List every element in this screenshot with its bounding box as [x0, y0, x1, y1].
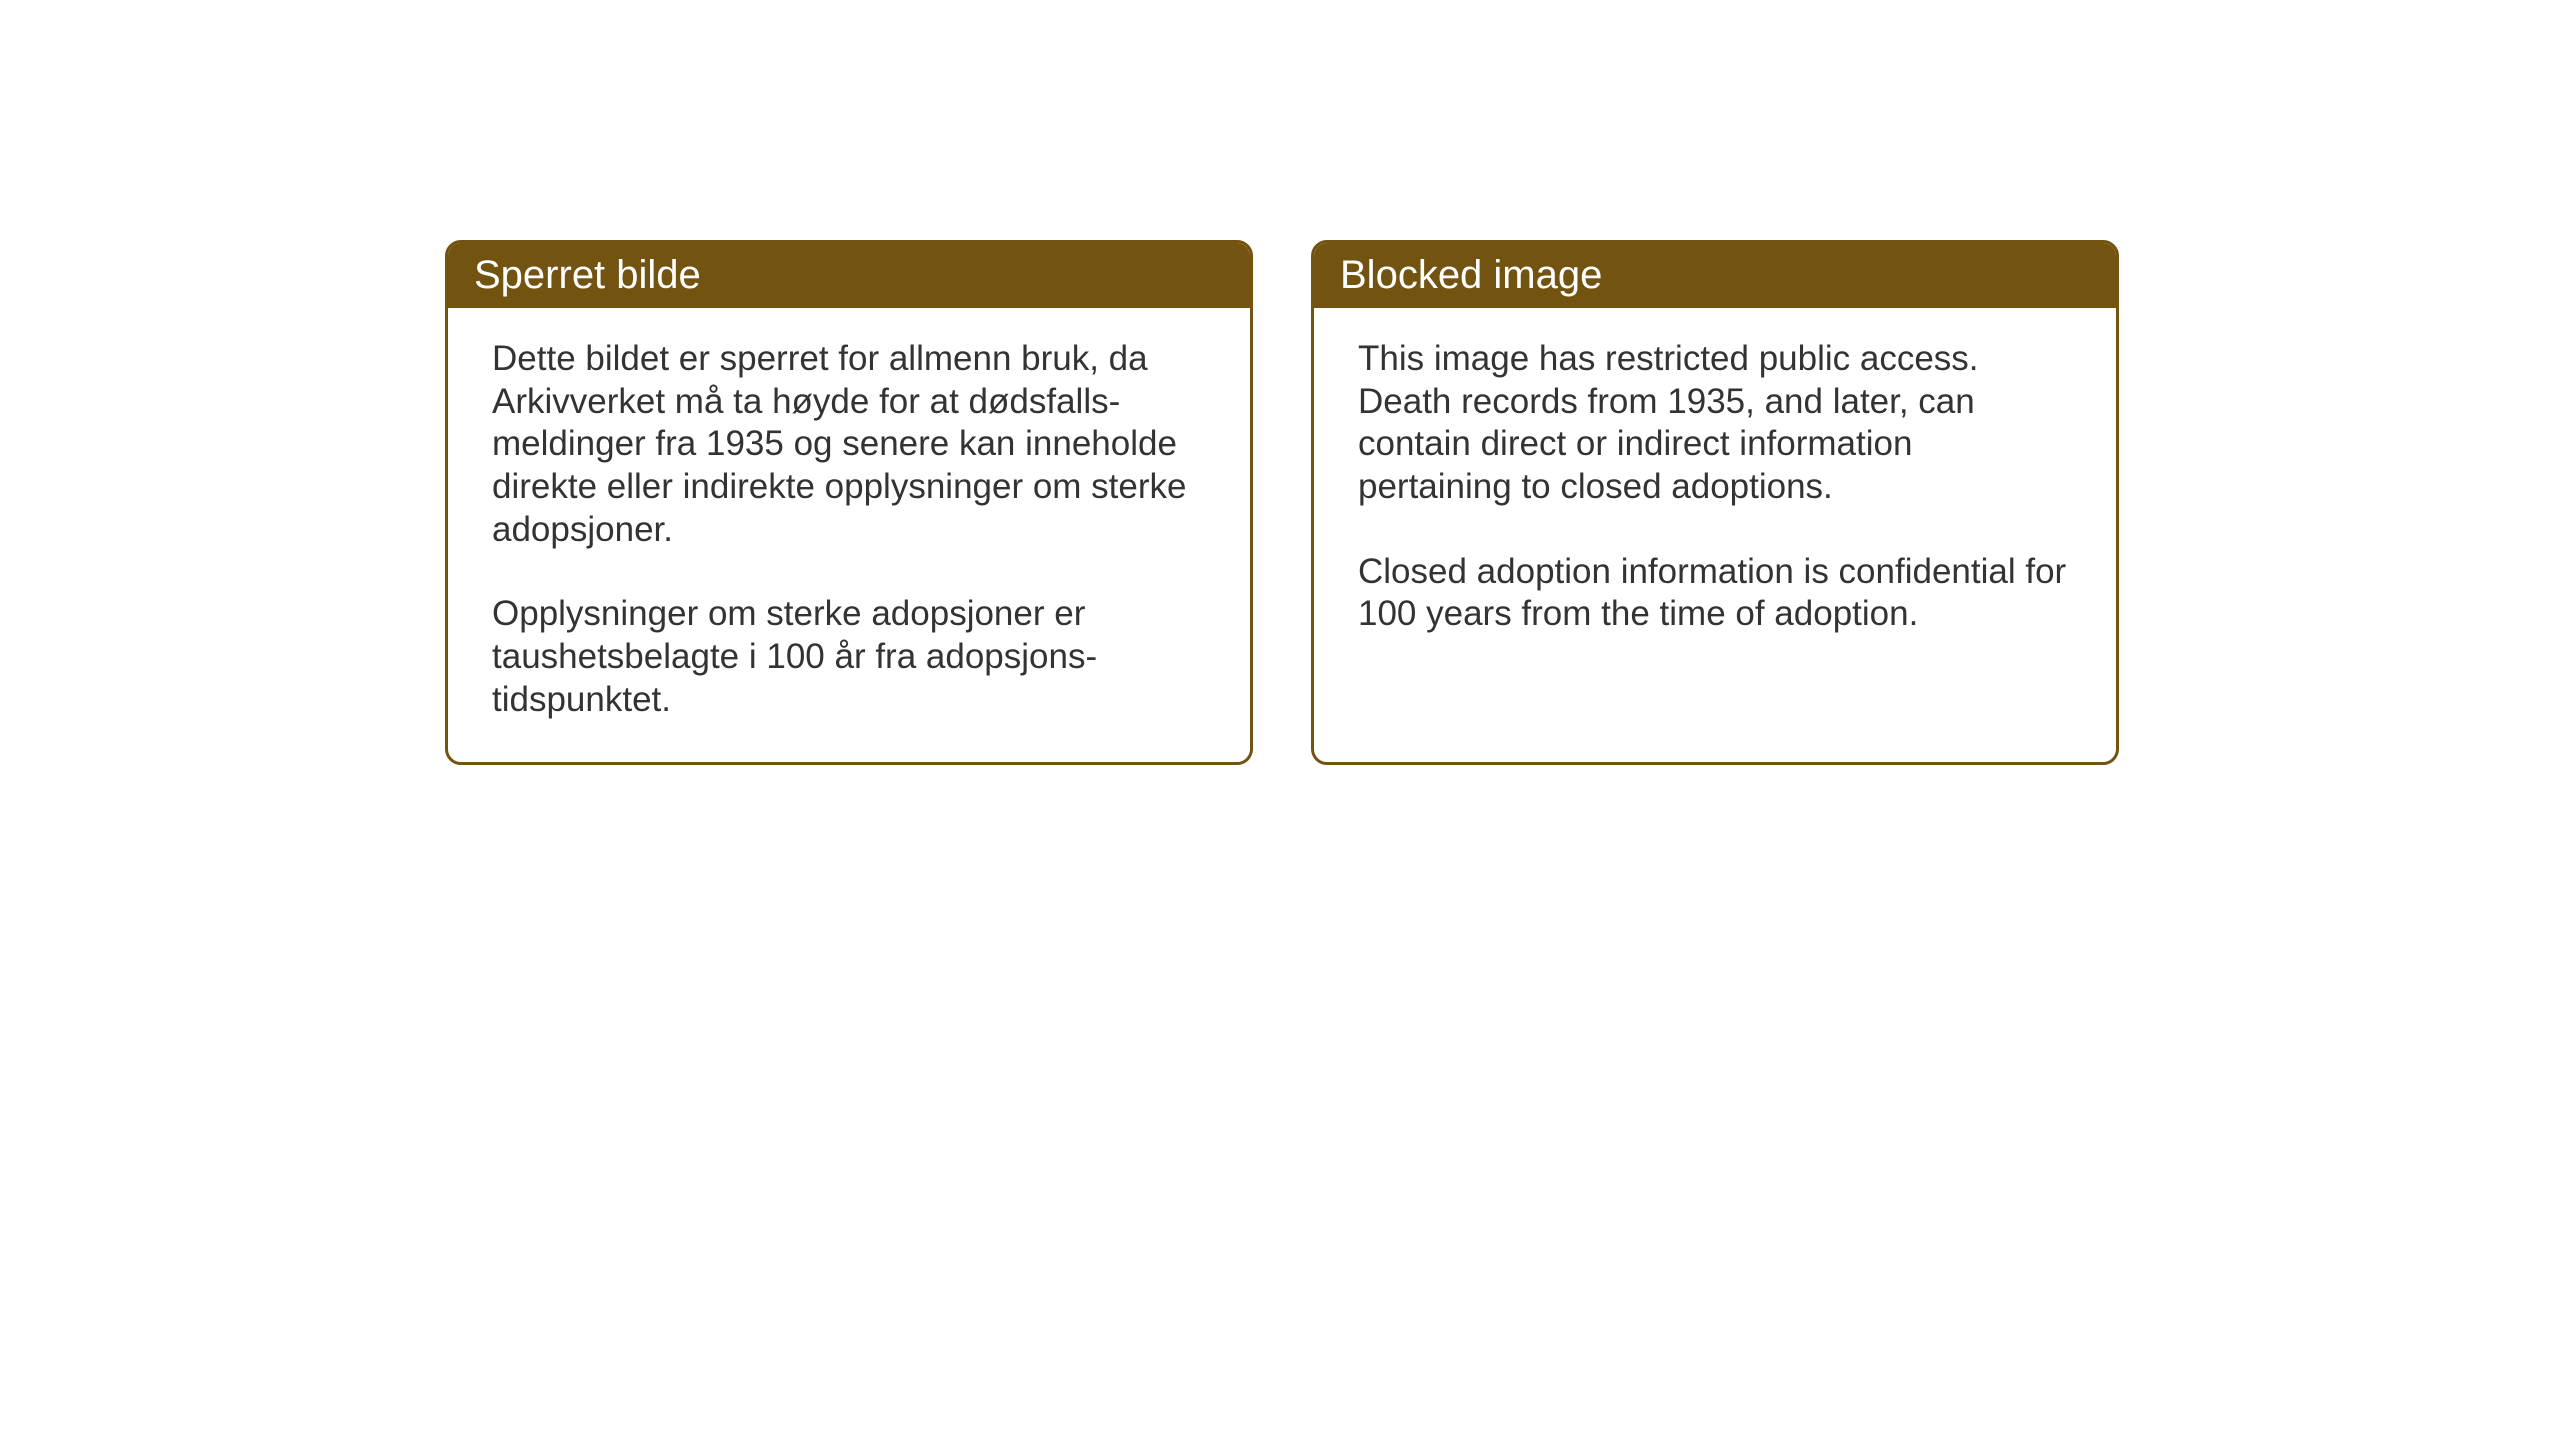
english-card-body: This image has restricted public access.… — [1314, 308, 2116, 728]
english-paragraph-1: This image has restricted public access.… — [1358, 338, 2072, 509]
english-card: Blocked image This image has restricted … — [1311, 240, 2119, 765]
english-paragraph-2: Closed adoption information is confident… — [1358, 551, 2072, 636]
norwegian-card-body: Dette bildet er sperret for allmenn bruk… — [448, 308, 1250, 762]
norwegian-paragraph-1: Dette bildet er sperret for allmenn bruk… — [492, 338, 1206, 551]
norwegian-card-header: Sperret bilde — [448, 243, 1250, 308]
english-card-header: Blocked image — [1314, 243, 2116, 308]
norwegian-paragraph-2: Opplysninger om sterke adopsjoner er tau… — [492, 593, 1206, 721]
cards-container: Sperret bilde Dette bildet er sperret fo… — [445, 240, 2119, 765]
norwegian-card: Sperret bilde Dette bildet er sperret fo… — [445, 240, 1253, 765]
